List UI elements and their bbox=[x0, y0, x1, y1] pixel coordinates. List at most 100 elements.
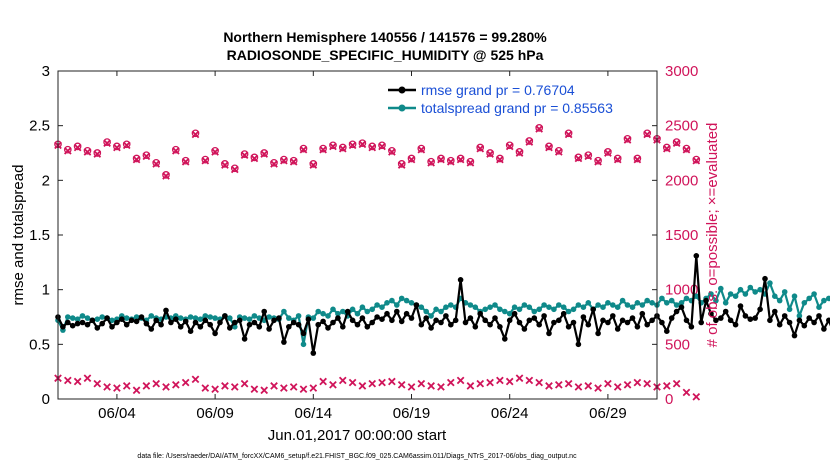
totalspread-point bbox=[207, 314, 213, 320]
totalspread-point bbox=[241, 315, 248, 321]
totalspread-point bbox=[757, 286, 763, 293]
obs-evaluated-point bbox=[545, 143, 553, 152]
obs-evaluated-point bbox=[358, 140, 367, 149]
obs-evaluated-stroke-b bbox=[250, 154, 259, 163]
obs-evaluated-point bbox=[230, 165, 239, 174]
obs-evaluated-point bbox=[437, 155, 445, 164]
rmse-point bbox=[74, 320, 81, 327]
obs-possible-point bbox=[584, 151, 593, 160]
totalspread-point bbox=[605, 300, 611, 306]
obs-evaluated-stroke-b bbox=[319, 145, 327, 154]
totalspread-point bbox=[546, 304, 552, 311]
obs-low-point bbox=[427, 382, 435, 390]
totalspread-point bbox=[619, 297, 626, 304]
obs-evaluated-point bbox=[496, 155, 504, 164]
obs-low-stroke-b bbox=[250, 385, 259, 393]
obs-evaluated-point bbox=[397, 161, 406, 169]
obs-possible-point bbox=[93, 149, 102, 157]
rmse-point bbox=[713, 317, 719, 324]
obs-low-point bbox=[446, 378, 455, 387]
totalspread-point bbox=[732, 293, 739, 300]
obs-evaluated-stroke-b bbox=[113, 143, 121, 152]
totalspread-point bbox=[551, 306, 557, 313]
rmse-point bbox=[639, 310, 646, 317]
obs-low-point bbox=[270, 382, 278, 390]
x-tick-label: 06/09 bbox=[196, 405, 234, 422]
obs-low-stroke-b bbox=[142, 382, 151, 390]
obs-low-stroke-b bbox=[329, 380, 337, 389]
obs-possible-point bbox=[496, 154, 504, 163]
obs-evaluated-stroke-b bbox=[142, 152, 151, 161]
obs-possible-point bbox=[211, 146, 219, 155]
obs-low-point bbox=[613, 383, 622, 391]
obs-low-point bbox=[309, 384, 318, 392]
obs-low-stroke-b bbox=[397, 380, 406, 389]
obs-low-point bbox=[554, 380, 563, 389]
obs-evaluated-stroke-b bbox=[407, 155, 416, 164]
obs-evaluated-stroke-b bbox=[554, 148, 563, 156]
rmse-point bbox=[767, 317, 773, 324]
obs-evaluated-point bbox=[466, 159, 475, 167]
rmse-point bbox=[114, 319, 120, 326]
rmse-point bbox=[423, 315, 430, 321]
totalspread-point bbox=[722, 300, 729, 306]
rmse-point bbox=[207, 321, 213, 328]
y-right-tick-label: 2000 bbox=[665, 172, 698, 189]
obs-low-point bbox=[358, 382, 367, 390]
obs-possible-point bbox=[240, 150, 249, 158]
obs-evaluated-stroke-b bbox=[594, 157, 602, 166]
obs-evaluated-point bbox=[191, 130, 200, 139]
obs-evaluated-point bbox=[554, 148, 563, 156]
obs-evaluated-point bbox=[564, 130, 573, 139]
rmse-point bbox=[300, 330, 307, 337]
totalspread-point bbox=[541, 302, 547, 308]
obs-evaluated-stroke-b bbox=[348, 141, 357, 150]
totalspread-point bbox=[394, 302, 400, 308]
obs-possible-point bbox=[564, 129, 573, 138]
obs-low-point bbox=[122, 382, 131, 390]
obs-evaluated-stroke-b bbox=[672, 139, 681, 147]
rmse-point bbox=[340, 324, 346, 330]
totalspread-point bbox=[595, 302, 601, 308]
totalspread-point bbox=[79, 313, 86, 319]
obs-low-point bbox=[623, 380, 632, 389]
obs-evaluated-stroke-b bbox=[525, 138, 534, 146]
obs-low-point bbox=[250, 385, 259, 393]
totalspread-point bbox=[148, 313, 155, 319]
obs-possible-point bbox=[152, 158, 161, 167]
rmse-point bbox=[737, 303, 744, 309]
rmse-point bbox=[60, 324, 66, 330]
obs-low-stroke-b bbox=[289, 383, 298, 391]
obs-low-stroke-b bbox=[299, 385, 308, 393]
rmse-point bbox=[335, 315, 341, 321]
rmse-point bbox=[762, 275, 768, 282]
rmse-point bbox=[168, 319, 174, 326]
rmse-point bbox=[84, 321, 91, 328]
obs-evaluated-stroke-b bbox=[358, 140, 367, 149]
rmse-point bbox=[271, 317, 277, 324]
obs-evaluated-point bbox=[594, 157, 602, 166]
totalspread-point bbox=[315, 308, 322, 315]
totalspread-point bbox=[536, 306, 542, 313]
y-left-tick-label: 2.5 bbox=[29, 118, 50, 135]
rmse-point bbox=[487, 321, 493, 328]
obs-low-stroke-b bbox=[260, 386, 269, 395]
totalspread-point bbox=[99, 314, 105, 320]
rmse-point bbox=[281, 339, 287, 345]
rmse-point bbox=[600, 317, 606, 324]
obs-possible-point bbox=[388, 146, 396, 155]
axis-ticks: 0 0.5 1 1.5 2 2.5 3 0 500 1000 1500 2000 2500 3000 06/… bbox=[29, 63, 698, 422]
totalspread-point bbox=[482, 306, 489, 313]
obs-possible-point bbox=[329, 141, 337, 150]
footer-data-file: data file: /Users/raeder/DAI/ATM_forcXX/… bbox=[137, 453, 577, 460]
obs-evaluated-point bbox=[162, 172, 170, 180]
obs-possible-point bbox=[122, 140, 131, 149]
totalspread-point bbox=[668, 297, 675, 304]
totalspread-point bbox=[580, 304, 587, 311]
obs-possible-point bbox=[113, 142, 121, 151]
obs-low-point bbox=[221, 382, 229, 390]
totalspread-point bbox=[624, 302, 631, 308]
chart-title-line-1: Northern Hemisphere 140556 / 141576 = 99… bbox=[223, 29, 547, 45]
rmse-point bbox=[217, 319, 223, 326]
obs-low-stroke-b bbox=[201, 384, 210, 392]
